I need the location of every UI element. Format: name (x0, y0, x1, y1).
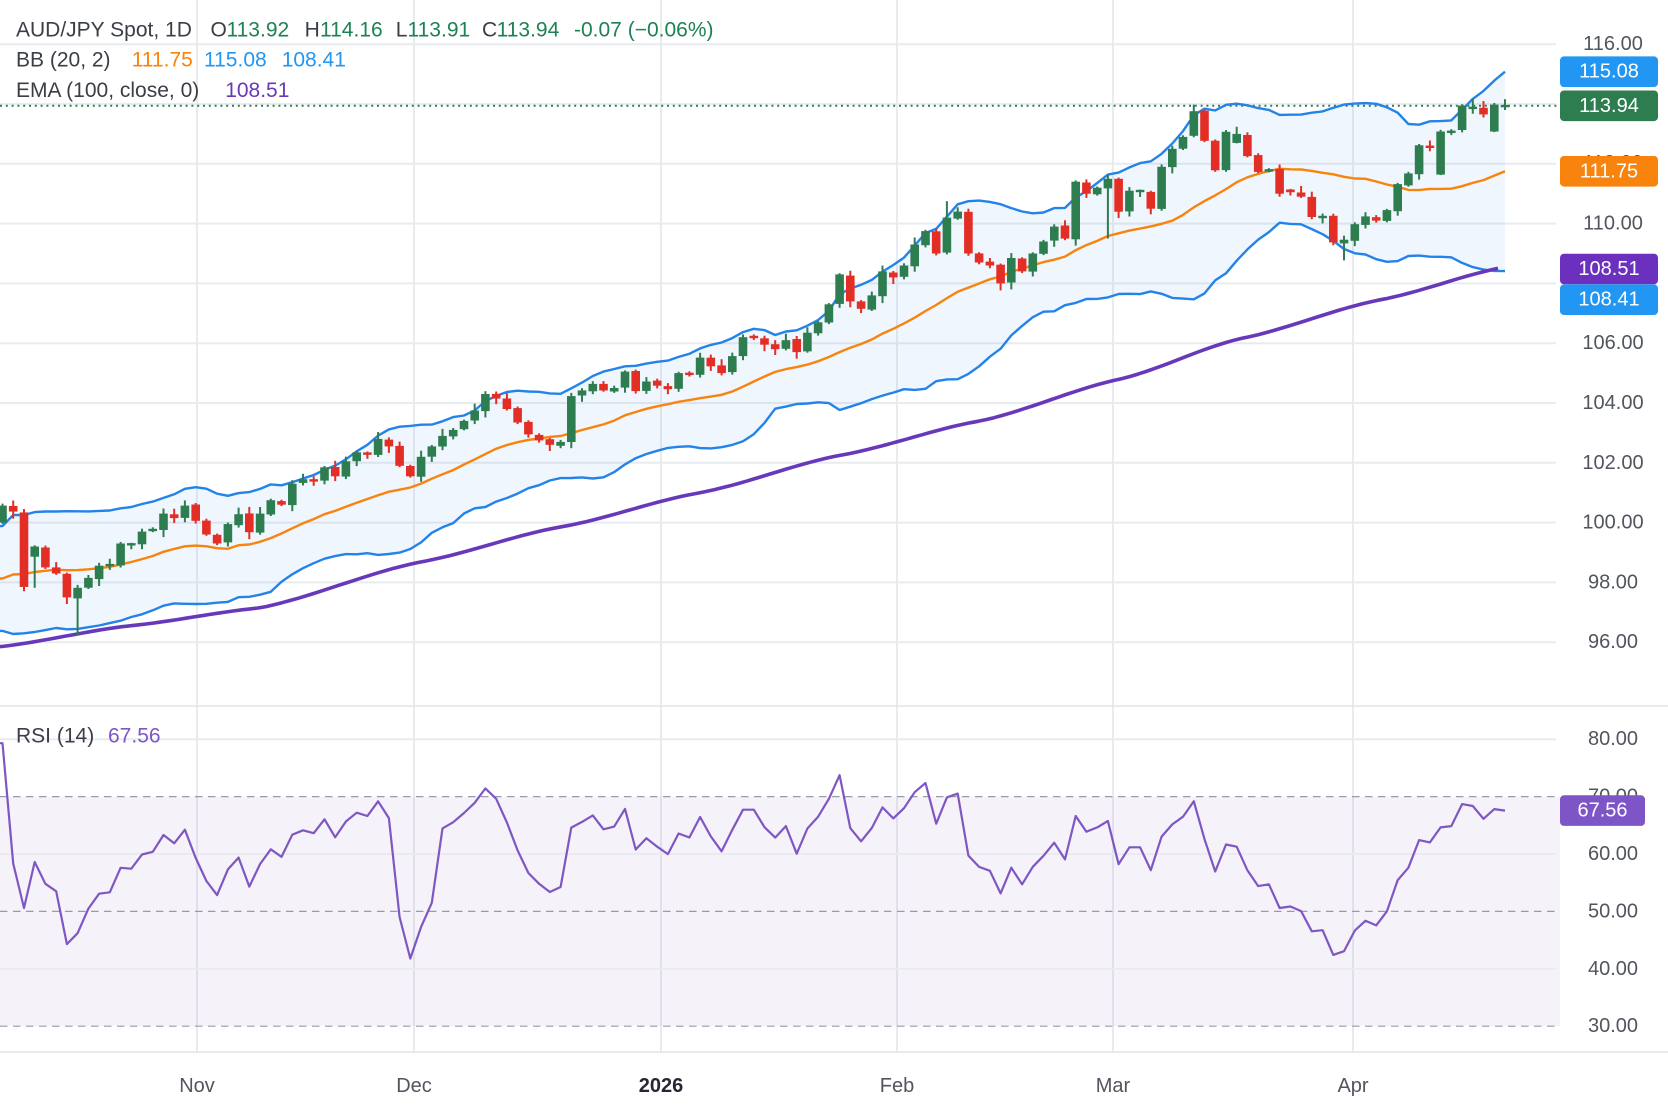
svg-text:Apr: Apr (1337, 1075, 1368, 1097)
svg-text:Dec: Dec (396, 1075, 432, 1097)
svg-text:96.00: 96.00 (1588, 631, 1638, 653)
svg-text:114.16: 114.16 (320, 19, 383, 42)
svg-text:113.94: 113.94 (497, 19, 560, 42)
svg-text:40.00: 40.00 (1588, 958, 1638, 980)
svg-text:60.00: 60.00 (1588, 843, 1638, 865)
svg-text:RSI (14): RSI (14) (16, 725, 94, 748)
svg-text:108.41: 108.41 (282, 49, 346, 72)
svg-text:113.92: 113.92 (227, 19, 290, 42)
svg-text:108.41: 108.41 (1578, 289, 1639, 311)
svg-text:102.00: 102.00 (1582, 452, 1643, 474)
svg-text:113.94: 113.94 (1579, 95, 1639, 117)
svg-text:AUD/JPY Spot, 1D: AUD/JPY Spot, 1D (16, 19, 192, 42)
svg-text:BB (20, 2): BB (20, 2) (16, 49, 111, 72)
svg-text:80.00: 80.00 (1588, 728, 1638, 750)
svg-text:115.08: 115.08 (1579, 61, 1639, 83)
svg-text:104.00: 104.00 (1582, 392, 1643, 414)
svg-text:113.91: 113.91 (408, 19, 471, 42)
svg-text:100.00: 100.00 (1582, 512, 1643, 534)
svg-text:50.00: 50.00 (1588, 900, 1638, 922)
svg-text:-0.07 (−0.06%): -0.07 (−0.06%) (574, 19, 714, 42)
svg-text:67.56: 67.56 (108, 725, 161, 748)
svg-text:2026: 2026 (639, 1075, 684, 1097)
svg-text:108.51: 108.51 (225, 79, 289, 102)
svg-text:L: L (396, 19, 408, 42)
svg-text:106.00: 106.00 (1582, 332, 1643, 354)
svg-text:108.51: 108.51 (1578, 258, 1639, 280)
svg-text:Nov: Nov (179, 1075, 215, 1097)
svg-text:67.56: 67.56 (1577, 800, 1627, 822)
svg-text:115.08: 115.08 (204, 49, 267, 72)
svg-text:O: O (211, 19, 227, 42)
svg-text:H: H (305, 19, 320, 42)
svg-text:111.75: 111.75 (132, 49, 193, 72)
svg-text:30.00: 30.00 (1588, 1015, 1638, 1037)
svg-text:110.00: 110.00 (1583, 213, 1643, 235)
svg-text:EMA (100, close, 0): EMA (100, close, 0) (16, 79, 199, 102)
svg-text:Mar: Mar (1096, 1075, 1131, 1097)
svg-text:98.00: 98.00 (1588, 571, 1638, 593)
svg-text:C: C (482, 19, 497, 42)
svg-text:111.75: 111.75 (1580, 160, 1638, 182)
svg-text:116.00: 116.00 (1583, 33, 1643, 55)
svg-text:Feb: Feb (880, 1075, 914, 1097)
